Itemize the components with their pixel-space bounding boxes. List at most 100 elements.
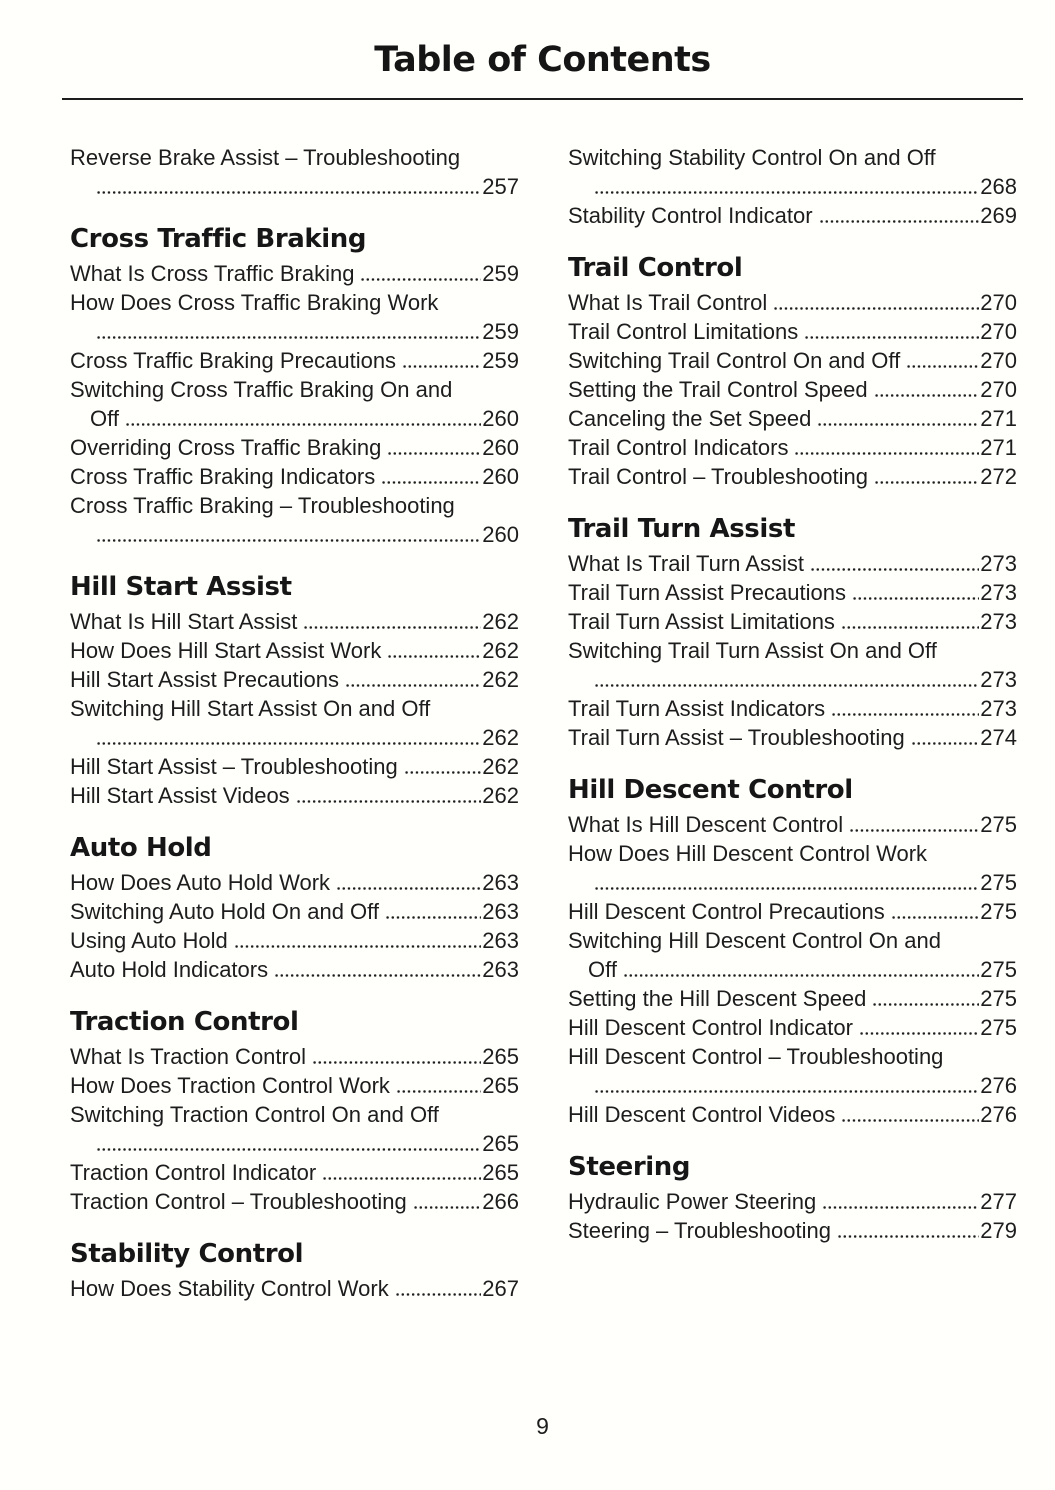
toc-entry: How Does Traction Control Work 265 (70, 1071, 519, 1100)
entry-page-number: 263 (482, 928, 519, 953)
entry-page-number: 268 (980, 174, 1017, 199)
entry-label: Trail Turn Assist Indicators (568, 696, 826, 721)
toc-entry: What Is Cross Traffic Braking 259 (70, 259, 519, 288)
toc-entry: Switching Hill Descent Control On and Off… (568, 926, 1017, 984)
entry-label: Cross Traffic Braking – Troubleshooting (70, 493, 455, 518)
toc-entry-line: Trail Control – Troubleshooting 272 (568, 462, 1017, 491)
toc-entry-line: How Does Traction Control Work 265 (70, 1071, 519, 1100)
entry-page-number: 277 (980, 1189, 1017, 1214)
entry-label: How Does Hill Descent Control Work (568, 841, 928, 866)
entry-label: Switching Stability Control On and Off (568, 145, 936, 170)
toc-entry: How Does Auto Hold Work 263 (70, 868, 519, 897)
section-heading: Stability Control (70, 1239, 304, 1269)
entry-page-number: 267 (482, 1276, 519, 1301)
toc-entry-line: 265 (70, 1129, 519, 1158)
entry-label: Switching Trail Control On and Off (568, 348, 901, 373)
entry-label: How Does Stability Control Work (70, 1276, 389, 1301)
dot-leader (295, 781, 482, 810)
entry-label: Hill Descent Control Indicator (568, 1015, 853, 1040)
entry-page-number: 273 (980, 551, 1017, 576)
dot-leader (387, 636, 482, 665)
toc-entry: What Is Hill Descent Control 275 (568, 810, 1017, 839)
dot-leader (858, 1013, 980, 1042)
entry-label: What Is Trail Turn Assist (568, 551, 804, 576)
toc-entry-line: Switching Trail Control On and Off 270 (568, 346, 1017, 375)
entry-label-continued: Off (90, 406, 119, 431)
entry-page-number: 273 (980, 696, 1017, 721)
toc-entry-line: Hill Descent Control Precautions 275 (568, 897, 1017, 926)
toc-entry: Trail Turn Assist Precautions 273 (568, 578, 1017, 607)
toc-entry: Switching Hill Start Assist On and Off 26… (70, 694, 519, 752)
dot-leader (804, 317, 980, 346)
entry-label: Hydraulic Power Steering (568, 1189, 817, 1214)
toc-entry-line: How Does Hill Start Assist Work 262 (70, 636, 519, 665)
toc-entry-line: What Is Traction Control 265 (70, 1042, 519, 1071)
toc-entry: Trail Turn Assist Indicators 273 (568, 694, 1017, 723)
toc-entry: Switching Stability Control On and Off 26… (568, 143, 1017, 201)
toc-entry-line: Trail Control Indicators 271 (568, 433, 1017, 462)
entry-page-number: 260 (482, 522, 519, 547)
entry-page-number: 262 (482, 725, 519, 750)
toc-entry-line: 273 (568, 665, 1017, 694)
toc-entry-line: Hill Descent Control Videos 276 (568, 1100, 1017, 1129)
dot-leader (322, 1158, 482, 1187)
toc-entry-line: Cross Traffic Braking Precautions 259 (70, 346, 519, 375)
dot-leader (311, 1042, 482, 1071)
entry-page-number: 262 (482, 754, 519, 779)
entry-page-number: 263 (482, 899, 519, 924)
entry-page-number: 269 (980, 203, 1017, 228)
toc-entry-line: Using Auto Hold 263 (70, 926, 519, 955)
toc-entry-line: Switching Auto Hold On and Off 263 (70, 897, 519, 926)
entry-page-number: 259 (482, 348, 519, 373)
entry-label: Trail Turn Assist – Troubleshooting (568, 725, 905, 750)
dot-leader (836, 1216, 980, 1245)
toc-entry-line: How Does Auto Hold Work 263 (70, 868, 519, 897)
entry-page-number: 275 (980, 1015, 1017, 1040)
dot-leader (594, 1071, 980, 1100)
toc-entry: Steering – Troubleshooting 279 (568, 1216, 1017, 1245)
entry-label: Stability Control Indicator (568, 203, 813, 228)
dot-leader (794, 433, 980, 462)
entry-label: Switching Auto Hold On and Off (70, 899, 379, 924)
entry-label: What Is Hill Start Assist (70, 609, 298, 634)
entry-label: Setting the Hill Descent Speed (568, 986, 867, 1011)
entry-page-number: 275 (980, 870, 1017, 895)
toc-entry: Switching Auto Hold On and Off 263 (70, 897, 519, 926)
entry-label: Trail Control Limitations (568, 319, 799, 344)
entry-page-number: 257 (482, 174, 519, 199)
entry-page-number: 263 (482, 870, 519, 895)
entry-label: Setting the Trail Control Speed (568, 377, 868, 402)
entry-label: What Is Hill Descent Control (568, 812, 844, 837)
toc-entry: Trail Turn Assist – Troubleshooting 274 (568, 723, 1017, 752)
toc-entry: Switching Traction Control On and Off 265 (70, 1100, 519, 1158)
toc-entry: Hill Start Assist – Troubleshooting 262 (70, 752, 519, 781)
dot-leader (381, 462, 482, 491)
toc-entry: Hill Descent Control Precautions 275 (568, 897, 1017, 926)
entry-page-number: 271 (980, 406, 1017, 431)
dot-leader (773, 288, 980, 317)
toc-columns: Reverse Brake Assist – Troubleshooting 25… (70, 143, 1017, 1303)
page-title: Table of Contents (374, 40, 711, 80)
dot-leader (831, 694, 980, 723)
title-divider (62, 98, 1023, 100)
entry-page-number: 262 (482, 783, 519, 808)
toc-entry: Reverse Brake Assist – Troubleshooting 25… (70, 143, 519, 201)
toc-entry: How Does Hill Start Assist Work 262 (70, 636, 519, 665)
toc-entry: Hill Descent Control Indicator 275 (568, 1013, 1017, 1042)
toc-entry: How Does Stability Control Work 267 (70, 1274, 519, 1303)
entry-page-number: 259 (482, 319, 519, 344)
dot-leader (387, 433, 482, 462)
dot-leader (403, 752, 482, 781)
dot-leader (394, 1274, 482, 1303)
entry-page-number: 270 (980, 377, 1017, 402)
dot-leader (594, 868, 980, 897)
section-heading: Cross Traffic Braking (70, 224, 367, 254)
entry-page-number: 271 (980, 435, 1017, 460)
toc-entry: Switching Trail Turn Assist On and Off 27… (568, 636, 1017, 694)
entry-label: Canceling the Set Speed (568, 406, 812, 431)
entry-label: Hill Start Assist – Troubleshooting (70, 754, 398, 779)
dot-leader (96, 317, 482, 346)
section-heading: Hill Start Assist (70, 572, 292, 602)
entry-label: Switching Hill Start Assist On and Off (70, 696, 431, 721)
dot-leader (402, 346, 482, 375)
